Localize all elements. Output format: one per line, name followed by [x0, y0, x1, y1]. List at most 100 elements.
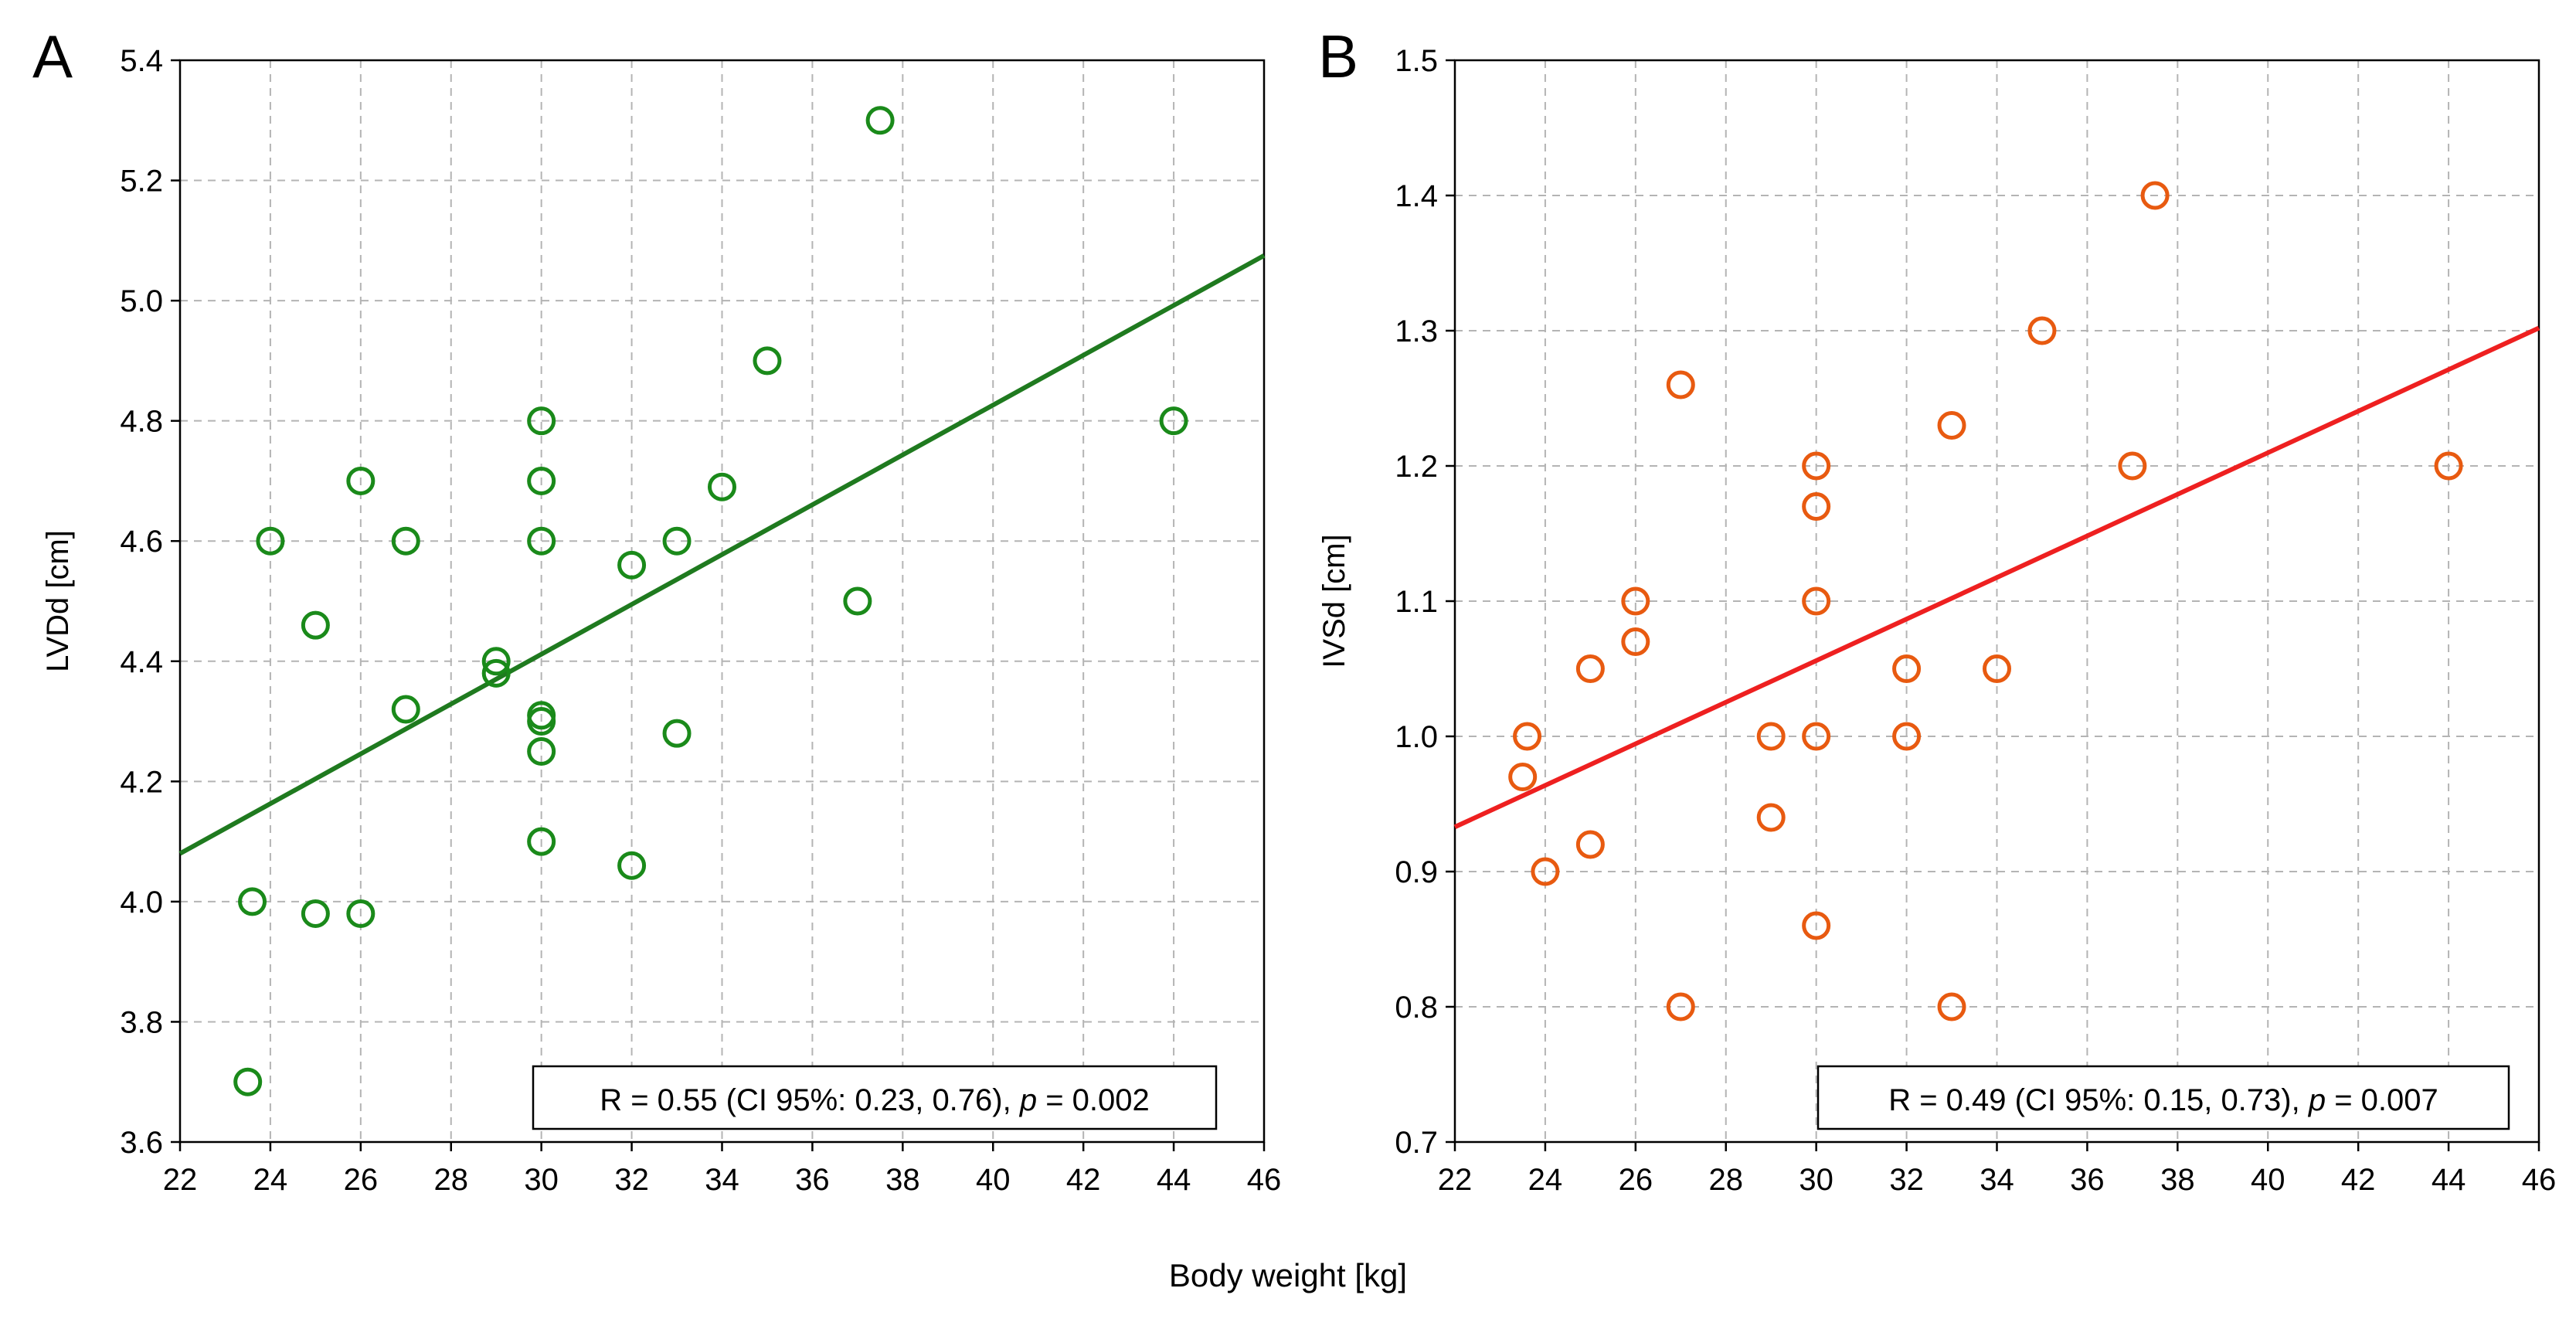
data-point: [301, 610, 330, 640]
x-tick-label: 24: [253, 1163, 288, 1197]
data-point: [527, 707, 556, 736]
x-tick-label: 40: [976, 1163, 1011, 1197]
x-tick-label: 30: [524, 1163, 559, 1197]
x-tick-label: 42: [1066, 1163, 1101, 1197]
annotation-suffix: = 0.007: [2326, 1083, 2438, 1117]
data-point: [1802, 911, 1831, 940]
data-point: [865, 106, 895, 135]
x-tick-label: 46: [2522, 1163, 2557, 1197]
x-tick-label: 28: [434, 1163, 469, 1197]
y-axis-label: LVDd [cm]: [41, 530, 75, 672]
data-point: [527, 466, 556, 495]
x-tick-label: 32: [1889, 1163, 1924, 1197]
data-point: [256, 526, 285, 556]
x-tick-label: 22: [1438, 1163, 1473, 1197]
data-point: [527, 827, 556, 856]
data-point: [2118, 451, 2147, 481]
y-tick-label: 4.8: [120, 405, 163, 439]
data-point: [527, 406, 556, 436]
y-tick-label: 4.0: [120, 885, 163, 919]
data-point: [481, 647, 511, 676]
x-tick-label: 44: [1157, 1163, 1191, 1197]
x-tick-label: 42: [2341, 1163, 2376, 1197]
data-point: [527, 526, 556, 556]
x-axis-label: Body weight [kg]: [1169, 1257, 1407, 1293]
y-tick-label: 4.6: [120, 525, 163, 559]
x-tick-label: 46: [1247, 1163, 1282, 1197]
data-point: [2434, 451, 2463, 481]
data-point: [1937, 411, 1966, 440]
data-point: [391, 695, 420, 724]
data-point: [481, 658, 511, 688]
data-point: [233, 1067, 263, 1096]
x-tick-label: 34: [705, 1163, 739, 1197]
panel-label: A: [32, 22, 73, 90]
y-axis-label: IVSd [cm]: [1317, 534, 1351, 668]
data-point: [1159, 406, 1188, 436]
data-point: [1666, 370, 1695, 399]
x-tick-label: 28: [1709, 1163, 1744, 1197]
stats-annotation-box: [1816, 1065, 2510, 1130]
x-tick-label: 38: [2160, 1163, 2195, 1197]
data-point: [1508, 763, 1538, 791]
data-point: [527, 736, 556, 766]
data-point: [617, 550, 647, 580]
data-point: [1892, 722, 1922, 751]
data-point: [2027, 316, 2057, 345]
y-tick-label: 1.5: [1395, 44, 1438, 78]
x-tick-label: 26: [1619, 1163, 1653, 1197]
data-point: [1937, 992, 1966, 1021]
data-point: [1513, 722, 1542, 751]
data-point: [1621, 627, 1650, 656]
data-point: [1802, 492, 1831, 521]
data-point: [1756, 722, 1786, 751]
data-point: [843, 586, 872, 616]
data-point: [1756, 803, 1786, 832]
regression-line: [1453, 325, 2540, 829]
y-tick-label: 0.7: [1395, 1126, 1438, 1160]
x-tick-label: 26: [344, 1163, 379, 1197]
annotation-p-symbol: p: [2308, 1083, 2326, 1117]
x-tick-label: 32: [614, 1163, 649, 1197]
y-tick-label: 1.2: [1395, 450, 1438, 484]
x-tick-label: 22: [163, 1163, 198, 1197]
y-tick-label: 4.4: [120, 645, 163, 679]
x-tick-label: 36: [795, 1163, 830, 1197]
panel-label: B: [1318, 22, 1358, 90]
data-point: [301, 899, 330, 928]
data-point: [346, 899, 376, 928]
data-point: [238, 887, 267, 916]
x-tick-label: 36: [2070, 1163, 2105, 1197]
annotation-prefix: R = 0.49 (CI 95%: 0.15, 0.73),: [1888, 1083, 2309, 1117]
data-point: [1621, 586, 1650, 616]
y-tick-label: 5.2: [120, 165, 163, 199]
stats-annotation: R = 0.49 (CI 95%: 0.15, 0.73), p = 0.007: [1888, 1083, 2438, 1117]
annotation-p-symbol: p: [1019, 1083, 1037, 1117]
regression-line: [178, 253, 1266, 856]
data-point: [1892, 654, 1922, 683]
y-tick-label: 3.8: [120, 1005, 163, 1039]
data-point: [662, 719, 692, 748]
panel-b-chart: 22 24 26 28 30 32 34 36 38 40 42 44 46 0.7 0.8 0.9 1.0 1.…: [1317, 22, 2556, 1197]
data-point: [2140, 181, 2170, 210]
data-point: [346, 466, 376, 495]
x-tick-label: 34: [1980, 1163, 2014, 1197]
y-tick-label: 1.0: [1395, 720, 1438, 754]
y-tick-label: 1.1: [1395, 585, 1438, 619]
y-tick-label: 0.8: [1395, 991, 1438, 1025]
annotation-suffix: = 0.002: [1037, 1083, 1150, 1117]
data-point: [1802, 722, 1831, 751]
data-point: [1575, 830, 1605, 859]
y-tick-label: 0.9: [1395, 855, 1438, 889]
data-point: [1983, 654, 2011, 683]
data-point: [1575, 654, 1605, 683]
data-point: [1531, 857, 1560, 886]
x-tick-label: 24: [1528, 1163, 1563, 1197]
y-tick-label: 1.3: [1395, 314, 1438, 348]
data-point: [753, 346, 782, 376]
data-point: [1666, 992, 1695, 1021]
data-point: [708, 472, 736, 501]
data-point: [391, 526, 420, 556]
y-tick-label: 1.4: [1395, 179, 1438, 213]
